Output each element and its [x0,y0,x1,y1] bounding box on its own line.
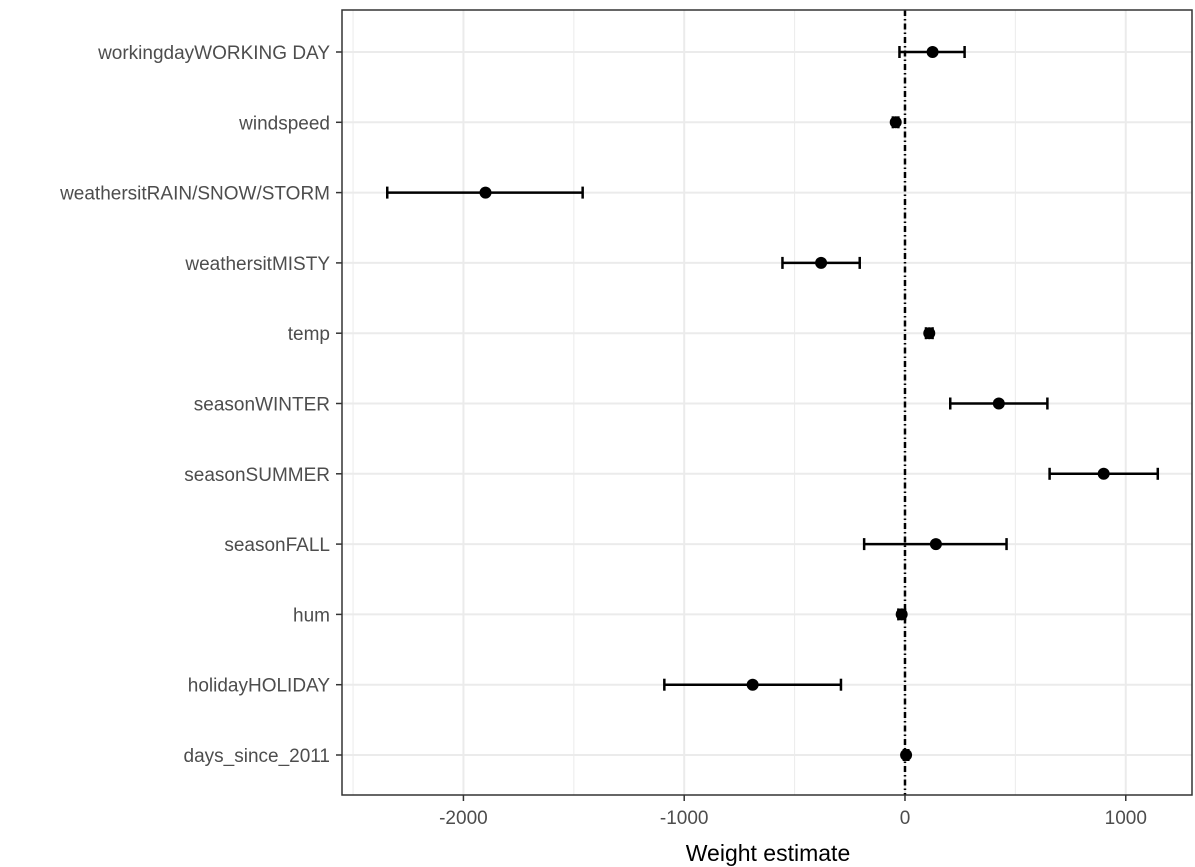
panel-border-layer [341,9,1193,796]
y-tick-label: temp [288,324,330,345]
estimate-point [900,749,913,761]
y-tick-label: seasonSUMMER [184,465,330,486]
y-tick-label: hum [293,605,330,626]
estimate-point [895,608,908,621]
y-tick-label: holidayHOLIDAY [188,676,331,697]
estimate-point [923,327,936,340]
y-tick-label: weathersitMISTY [184,254,330,275]
y-tick-label: days_since_2011 [184,746,330,767]
x-tick-label: -2000 [439,808,488,829]
estimate-points [479,46,1110,761]
x-axis: -2000 -1000 0 1000 [439,795,1147,829]
y-tick-label: windspeed [238,113,330,134]
estimate-point [889,116,902,129]
y-tick-label: seasonFALL [224,535,330,556]
estimate-point [929,538,942,551]
estimate-point [992,397,1005,410]
grid-lines [342,10,1192,795]
x-tick-label: 0 [900,808,911,829]
estimate-point [479,186,492,199]
x-axis-title: Weight estimate [686,840,850,866]
estimate-point [926,46,939,58]
y-tick-label: weathersitRAIN/SNOW/STORM [59,184,330,205]
x-tick-label: -1000 [660,808,709,829]
panel-border [341,9,1193,796]
estimate-point [746,678,759,691]
y-tick-label: seasonWINTER [194,395,330,416]
x-tick-label: 1000 [1105,808,1147,829]
y-tick-label: workingdayWORKING DAY [97,43,330,64]
estimate-point [815,256,828,269]
estimate-point [1097,467,1110,480]
y-axis: workingdayWORKING DAY windspeed weathersit… [59,43,342,767]
